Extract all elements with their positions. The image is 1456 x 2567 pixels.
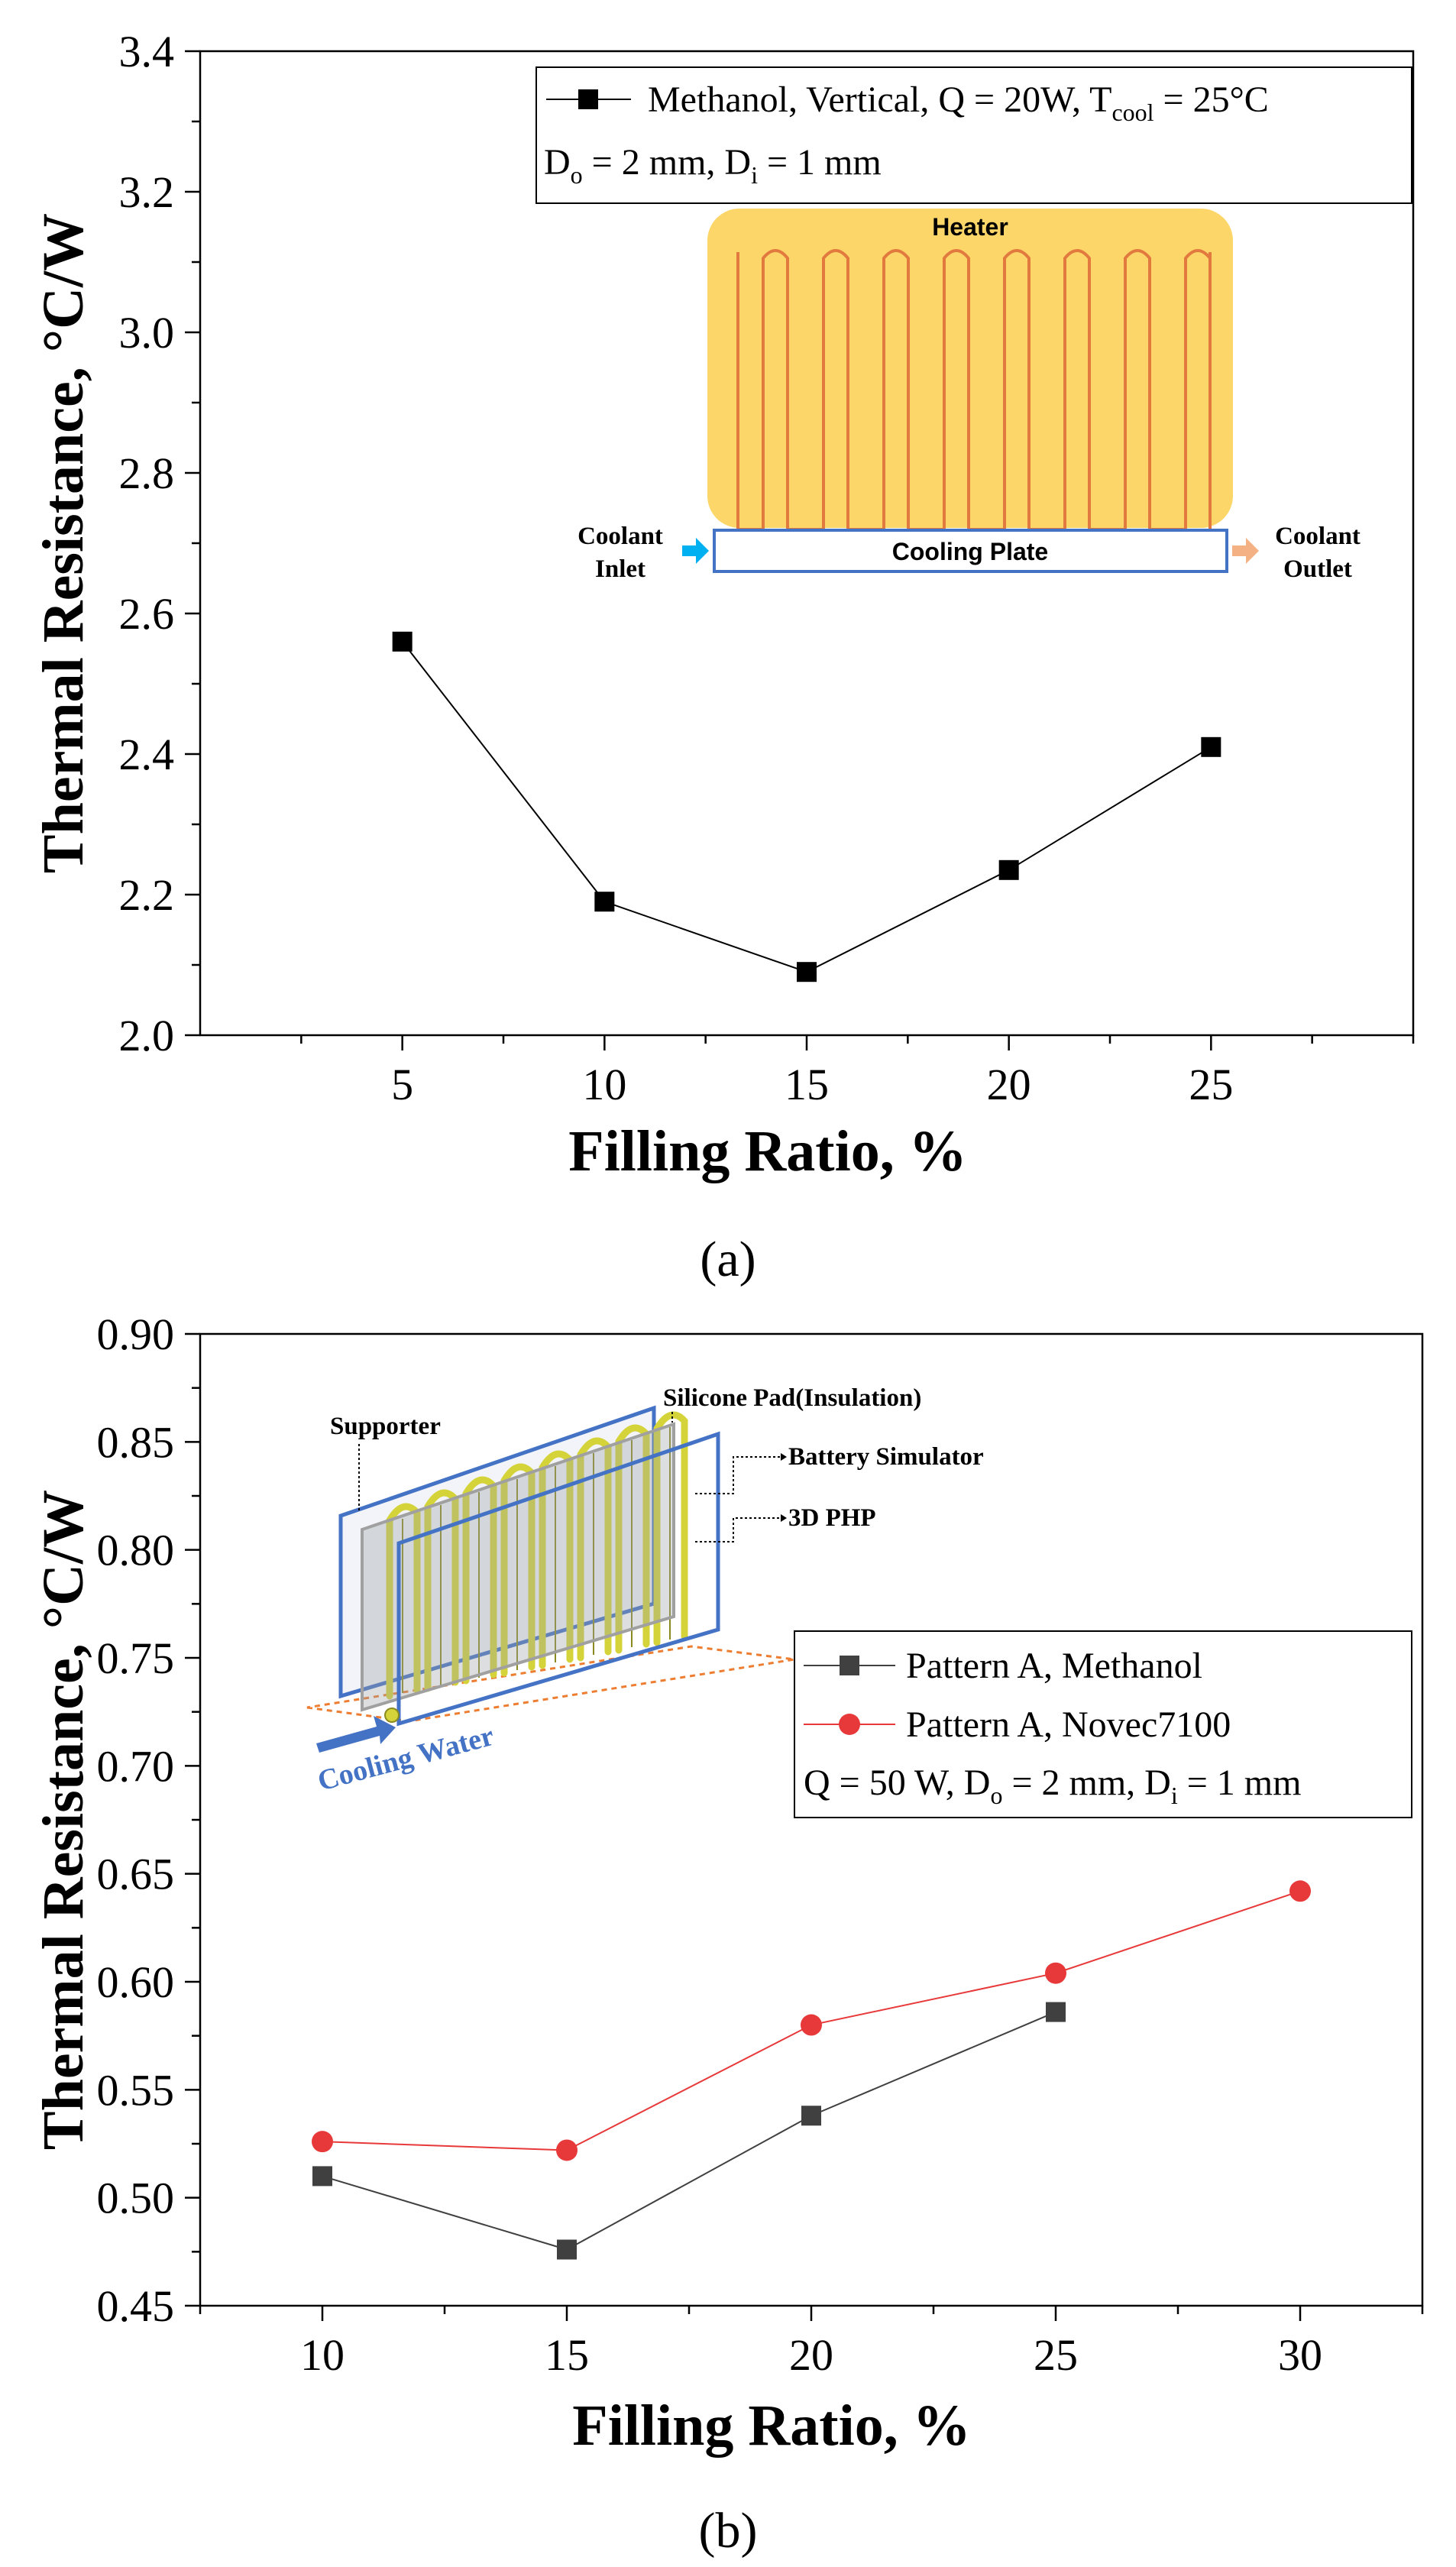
y-tick-label: 0.75 [97, 1633, 175, 1683]
x-tick-label: 15 [785, 1060, 829, 1109]
chart-b-axis-ticks: 10 15 20 25 30 0.45 0.50 0.55 0.60 0.65 0.70 0.75 0.… [97, 1309, 1424, 2380]
cooling-water-arrow-icon [316, 1716, 396, 1753]
chart-a-x-axis-title: Filling Ratio, % [568, 1119, 966, 1183]
heater-label: Heater [932, 213, 1008, 241]
chart-a-legend-box [535, 66, 1412, 204]
series-1-point [801, 2106, 821, 2126]
x-tick-label: 10 [300, 2330, 345, 2380]
silicone-pad-panel [396, 1431, 720, 1727]
php-leader [695, 1517, 781, 1542]
series-1-point [392, 631, 413, 652]
coolant-inlet-arrow-icon [682, 538, 709, 564]
y-tick-label: 2.8 [119, 448, 175, 498]
chart-a-axis-ticks: 5 10 15 20 25 2.0 2.2 2.4 2.6 2.8 3.0 3.2 3.4 [119, 27, 1415, 1109]
pipe-end-icon [384, 1708, 400, 1723]
coolant-outlet-arrow-icon [1232, 538, 1259, 564]
y-tick-label: 0.70 [97, 1741, 175, 1791]
chart-a-series [392, 631, 1221, 982]
series-1-point [998, 859, 1019, 880]
chart-b-legend: Pattern A, Methanol Pattern A, Novec7100… [794, 1630, 1412, 1818]
series-2-point [556, 2139, 578, 2161]
y-tick-label: 0.45 [97, 2281, 175, 2331]
battery-simulator-label: Battery Simulator [788, 1443, 984, 1471]
chart-b-series [312, 1880, 1311, 2260]
series-1-point [557, 2239, 577, 2260]
y-tick-label: 0.90 [97, 1309, 175, 1359]
y-tick-label: 3.2 [119, 167, 175, 217]
y-tick-label: 0.85 [97, 1417, 175, 1467]
legend-b-series-2-label: Pattern A, Novec7100 [906, 1704, 1231, 1745]
x-tick-label: 10 [582, 1060, 626, 1109]
series-1-point [1201, 736, 1221, 757]
chart-b-x-axis-title: Filling Ratio, % [572, 2394, 970, 2458]
legend-a-series-label: Methanol, Vertical, Q = 20W, Tcool = 25°… [648, 79, 1269, 126]
chart-a-panel-label: (a) [700, 1232, 756, 1287]
chart-b-y-axis-title: Thermal Resistance, °C/W [31, 1490, 95, 2150]
legend-b-marker-circle [839, 1714, 860, 1735]
y-tick-label: 0.50 [97, 2174, 175, 2223]
pipe-bundle [386, 1411, 688, 1700]
battery-leader-arrow-icon [781, 1453, 787, 1461]
cooling-water-label: Cooling Water [314, 1720, 497, 1798]
legend-a-marker-square [578, 89, 598, 109]
y-tick-label: 3.0 [119, 308, 175, 358]
series-1-point [594, 892, 615, 912]
cooling-plate-label: Cooling Plate [892, 538, 1048, 565]
y-tick-label: 2.6 [119, 589, 175, 639]
series-1-line [322, 2011, 1056, 2251]
php-leader-arrow-icon [781, 1514, 787, 1522]
y-tick-label: 0.55 [97, 2065, 175, 2115]
y-tick-label: 2.2 [119, 870, 175, 920]
coolant-inlet-label-line1: Coolant [578, 523, 663, 550]
y-tick-label: 0.65 [97, 1850, 175, 1899]
legend-b-series-1-label: Pattern A, Methanol [906, 1646, 1202, 1686]
x-tick-label: 25 [1034, 2330, 1078, 2380]
coolant-inlet-label-line2: Inlet [595, 555, 645, 583]
series-1-point [797, 962, 817, 982]
x-tick-label: 5 [391, 1060, 413, 1109]
series-1-point [1046, 2002, 1066, 2022]
chart-b-plot-frame [199, 1332, 1424, 2307]
x-tick-label: 20 [987, 1060, 1031, 1109]
x-tick-label: 20 [789, 2330, 833, 2380]
x-tick-label: 30 [1278, 2330, 1322, 2380]
coolant-outlet-label-line1: Coolant [1275, 523, 1361, 550]
series-1-point [312, 2166, 332, 2187]
chart-b: 10 15 20 25 30 0.45 0.50 0.55 0.60 0.65 0.70 0.75 0.… [31, 1309, 1424, 2559]
silicone-pad-label: Silicone Pad(Insulation) [663, 1384, 921, 1412]
chart-b-panel-label: (b) [699, 2503, 758, 2559]
series-2-point [1045, 1962, 1066, 1984]
y-tick-label: 2.0 [119, 1011, 175, 1060]
y-tick-label: 0.60 [97, 1957, 175, 2007]
battery-simulator-leader [695, 1456, 781, 1494]
legend-a-note: Do = 2 mm, Di = 1 mm [544, 142, 882, 189]
legend-b-note: Q = 50 W, Do = 2 mm, Di = 1 mm [804, 1763, 1301, 1809]
coolant-outlet-label-line2: Outlet [1283, 555, 1352, 583]
x-tick-label: 15 [545, 2330, 589, 2380]
cooling-plate [713, 529, 1228, 573]
x-tick-label: 25 [1189, 1060, 1233, 1109]
legend-b-marker-square [840, 1656, 859, 1675]
chart-a-y-axis-title: Thermal Resistance, °C/W [31, 213, 95, 873]
series-2-point [801, 2014, 822, 2036]
chart-b-legend-box [794, 1630, 1412, 1818]
base-plate-outline [306, 1645, 795, 1723]
battery-simulator-panel [361, 1422, 675, 1712]
series-1-line [401, 641, 1212, 973]
y-tick-label: 2.4 [119, 730, 175, 779]
chart-a: 5 10 15 20 25 2.0 2.2 2.4 2.6 2.8 3.0 3.2 3.4 Heater… [31, 27, 1415, 1287]
php-label: 3D PHP [788, 1504, 876, 1532]
y-tick-label: 0.80 [97, 1526, 175, 1575]
chart-a-legend: Methanol, Vertical, Q = 20W, Tcool = 25°… [535, 66, 1412, 204]
supporter-label: Supporter [330, 1413, 441, 1440]
series-2-point [312, 2131, 333, 2153]
y-tick-label: 3.4 [119, 27, 175, 76]
series-2-point [1289, 1880, 1311, 1902]
chart-a-inset-schematic: Heater Cooling Plate Coolant Inlet Coola… [578, 209, 1361, 583]
